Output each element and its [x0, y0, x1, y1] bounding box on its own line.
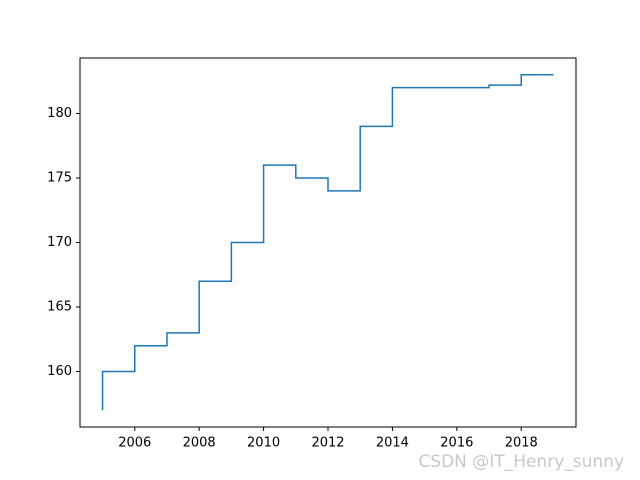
x-tick-label: 2010: [247, 436, 280, 451]
y-tick-label: 175: [47, 170, 72, 185]
y-tick-label: 170: [47, 235, 72, 250]
series-line: [101, 74, 554, 411]
x-tick-label: 2014: [376, 436, 409, 451]
x-tick-label: 2008: [183, 436, 216, 451]
x-tick-label: 2018: [505, 436, 538, 451]
watermark: CSDN @IT_Henry_sunny: [418, 452, 624, 472]
x-tick-label: 2012: [311, 436, 344, 451]
x-tick-label: 2006: [118, 436, 151, 451]
y-tick-label: 160: [47, 364, 72, 379]
x-tick-label: 2016: [440, 436, 473, 451]
y-tick-label: 180: [47, 106, 72, 121]
axes-frame: [79, 57, 577, 428]
y-tick-label: 165: [47, 300, 72, 315]
